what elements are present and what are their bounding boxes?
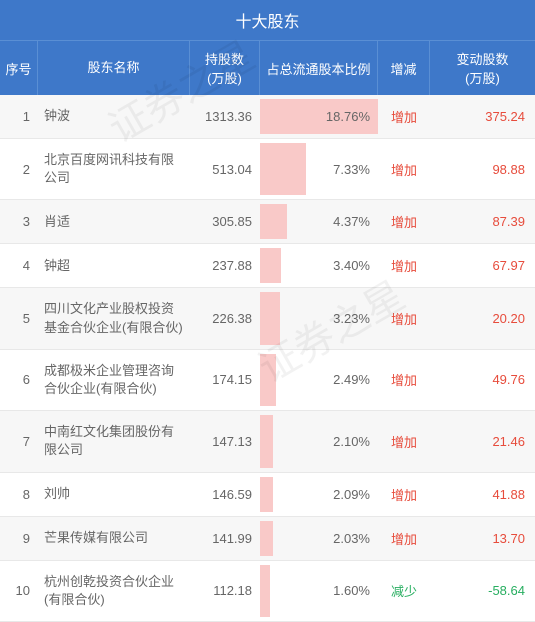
ratio-bar <box>260 248 281 283</box>
cell-change: 减少 <box>378 561 430 621</box>
table-row: 1钟波1313.36 18.76% 增加375.24 <box>0 95 535 139</box>
ratio-bar <box>260 477 273 512</box>
ratio-text: 2.10% <box>333 434 370 449</box>
cell-change: 增加 <box>378 473 430 516</box>
ratio-bar <box>260 204 287 239</box>
cell-name: 钟超 <box>38 244 190 287</box>
cell-idx: 5 <box>0 288 38 348</box>
header-delta: 变动股数(万股) <box>430 41 535 95</box>
ratio-bar <box>260 143 306 195</box>
cell-idx: 4 <box>0 244 38 287</box>
ratio-bar <box>260 565 270 617</box>
ratio-text: 3.23% <box>333 311 370 326</box>
cell-idx: 7 <box>0 411 38 471</box>
cell-shares: 237.88 <box>190 244 260 287</box>
cell-idx: 9 <box>0 517 38 560</box>
cell-ratio: 7.33% <box>260 139 378 199</box>
header-idx: 序号 <box>0 41 38 95</box>
cell-name: 钟波 <box>38 95 190 138</box>
cell-name: 四川文化产业股权投资基金合伙企业(有限合伙) <box>38 288 190 348</box>
cell-change: 增加 <box>378 517 430 560</box>
ratio-text: 3.40% <box>333 258 370 273</box>
table-row: 3肖适305.85 4.37% 增加87.39 <box>0 200 535 244</box>
cell-change: 增加 <box>378 244 430 287</box>
cell-change: 增加 <box>378 350 430 410</box>
cell-change: 增加 <box>378 288 430 348</box>
cell-delta: 21.46 <box>430 411 535 471</box>
cell-change: 增加 <box>378 139 430 199</box>
table-row: 9芒果传媒有限公司141.99 2.03% 增加13.70 <box>0 517 535 561</box>
ratio-text: 2.49% <box>333 372 370 387</box>
cell-shares: 1313.36 <box>190 95 260 138</box>
cell-idx: 3 <box>0 200 38 243</box>
ratio-text: 7.33% <box>333 162 370 177</box>
cell-ratio: 2.10% <box>260 411 378 471</box>
ratio-text: 4.37% <box>333 214 370 229</box>
cell-name: 北京百度网讯科技有限公司 <box>38 139 190 199</box>
ratio-text: 2.09% <box>333 487 370 502</box>
cell-ratio: 3.40% <box>260 244 378 287</box>
cell-change: 增加 <box>378 411 430 471</box>
cell-ratio: 4.37% <box>260 200 378 243</box>
cell-change: 增加 <box>378 95 430 138</box>
ratio-text: 2.03% <box>333 531 370 546</box>
cell-ratio: 1.60% <box>260 561 378 621</box>
cell-shares: 112.18 <box>190 561 260 621</box>
cell-delta: 41.88 <box>430 473 535 516</box>
shareholders-table: 十大股东 序号 股东名称 持股数(万股) 占总流通股本比例 增减 变动股数(万股… <box>0 0 535 622</box>
cell-shares: 141.99 <box>190 517 260 560</box>
table-body: 1钟波1313.3618.76%增加375.242北京百度网讯科技有限公司513… <box>0 95 535 622</box>
cell-name: 成都极米企业管理咨询合伙企业(有限合伙) <box>38 350 190 410</box>
table-row: 2北京百度网讯科技有限公司513.04 7.33% 增加98.88 <box>0 139 535 200</box>
cell-delta: 20.20 <box>430 288 535 348</box>
cell-shares: 226.38 <box>190 288 260 348</box>
ratio-text: 1.60% <box>333 583 370 598</box>
ratio-bar <box>260 521 273 556</box>
cell-idx: 8 <box>0 473 38 516</box>
cell-idx: 2 <box>0 139 38 199</box>
cell-ratio: 2.49% <box>260 350 378 410</box>
ratio-text: 18.76% <box>326 109 370 124</box>
cell-ratio: 2.09% <box>260 473 378 516</box>
ratio-bar <box>260 354 276 406</box>
ratio-bar <box>260 292 280 344</box>
ratio-bar <box>260 415 273 467</box>
cell-shares: 174.15 <box>190 350 260 410</box>
cell-shares: 305.85 <box>190 200 260 243</box>
header-change: 增减 <box>378 41 430 95</box>
table-header-row: 序号 股东名称 持股数(万股) 占总流通股本比例 增减 变动股数(万股) <box>0 40 535 95</box>
cell-delta: 98.88 <box>430 139 535 199</box>
cell-ratio: 3.23% <box>260 288 378 348</box>
cell-delta: 13.70 <box>430 517 535 560</box>
cell-delta: -58.64 <box>430 561 535 621</box>
cell-ratio: 2.03% <box>260 517 378 560</box>
cell-shares: 147.13 <box>190 411 260 471</box>
cell-name: 芒果传媒有限公司 <box>38 517 190 560</box>
cell-shares: 513.04 <box>190 139 260 199</box>
table-row: 8刘帅146.59 2.09% 增加41.88 <box>0 473 535 517</box>
cell-name: 肖适 <box>38 200 190 243</box>
table-title: 十大股东 <box>0 0 535 40</box>
header-ratio: 占总流通股本比例 <box>260 41 378 95</box>
header-name: 股东名称 <box>38 41 190 95</box>
cell-idx: 6 <box>0 350 38 410</box>
cell-name: 刘帅 <box>38 473 190 516</box>
cell-delta: 375.24 <box>430 95 535 138</box>
table-row: 6成都极米企业管理咨询合伙企业(有限合伙)174.15 2.49% 增加49.76 <box>0 350 535 411</box>
table-row: 5四川文化产业股权投资基金合伙企业(有限合伙)226.38 3.23% 增加20.2… <box>0 288 535 349</box>
cell-idx: 1 <box>0 95 38 138</box>
cell-delta: 67.97 <box>430 244 535 287</box>
table-row: 7中南红文化集团股份有限公司147.13 2.10% 增加21.46 <box>0 411 535 472</box>
cell-name: 杭州创乾投资合伙企业(有限合伙) <box>38 561 190 621</box>
cell-name: 中南红文化集团股份有限公司 <box>38 411 190 471</box>
cell-delta: 49.76 <box>430 350 535 410</box>
cell-idx: 10 <box>0 561 38 621</box>
cell-delta: 87.39 <box>430 200 535 243</box>
cell-change: 增加 <box>378 200 430 243</box>
cell-shares: 146.59 <box>190 473 260 516</box>
table-row: 4钟超237.88 3.40% 增加67.97 <box>0 244 535 288</box>
cell-ratio: 18.76% <box>260 95 378 138</box>
header-shares: 持股数(万股) <box>190 41 260 95</box>
table-row: 10杭州创乾投资合伙企业(有限合伙)112.18 1.60% 减少-58.64 <box>0 561 535 622</box>
